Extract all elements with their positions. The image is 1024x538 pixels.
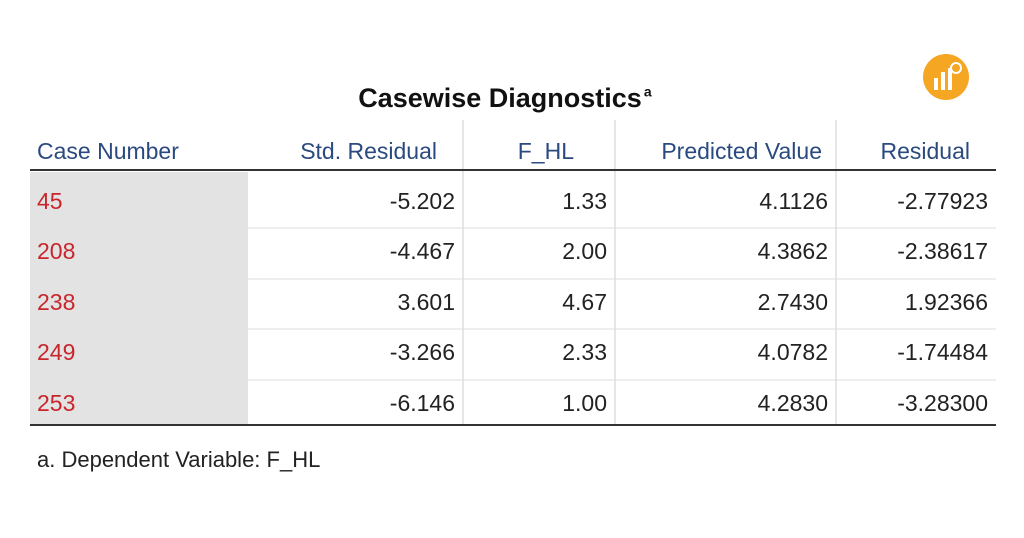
table-rules (30, 120, 996, 426)
case-number: 253 (37, 390, 75, 416)
table-cell: -2.77923 (897, 188, 988, 214)
table-cell: 4.67 (562, 289, 607, 315)
table-cell: -3.266 (390, 339, 455, 365)
column-header: Predicted Value (661, 138, 822, 164)
table-cell: -3.28300 (897, 390, 988, 416)
table-cell: 4.2830 (758, 390, 828, 416)
table-cell: -4.467 (390, 238, 455, 264)
case-number: 45 (37, 188, 63, 214)
table-title: Casewise Diagnostics (358, 83, 642, 113)
column-header: Std. Residual (300, 138, 437, 164)
case-number: 238 (37, 289, 75, 315)
column-header: F_HL (518, 138, 574, 164)
table-cell: -5.202 (390, 188, 455, 214)
table-cell: -1.74484 (897, 339, 988, 365)
column-header: Case Number (37, 138, 179, 164)
logo (923, 54, 969, 100)
table-cell: 4.1126 (759, 188, 828, 214)
table-cell: 3.601 (397, 289, 455, 315)
table-cell: 1.92366 (905, 289, 988, 315)
table-cell: 4.0782 (758, 339, 828, 365)
title-footnote-mark: a (644, 84, 652, 100)
row-header-shade (30, 172, 248, 425)
table-cell: 2.00 (562, 238, 607, 264)
table-cell: -2.38617 (897, 238, 988, 264)
case-number: 208 (37, 238, 75, 264)
footnote: a. Dependent Variable: F_HL (37, 447, 320, 472)
case-number: 249 (37, 339, 75, 365)
table-cell: 1.33 (562, 188, 607, 214)
table-cell: 2.33 (562, 339, 607, 365)
table-cell: 1.00 (562, 390, 607, 416)
table-cell: -6.146 (390, 390, 455, 416)
table-cell: 2.7430 (758, 289, 828, 315)
column-header: Residual (881, 138, 971, 164)
table-cell: 4.3862 (758, 238, 828, 264)
